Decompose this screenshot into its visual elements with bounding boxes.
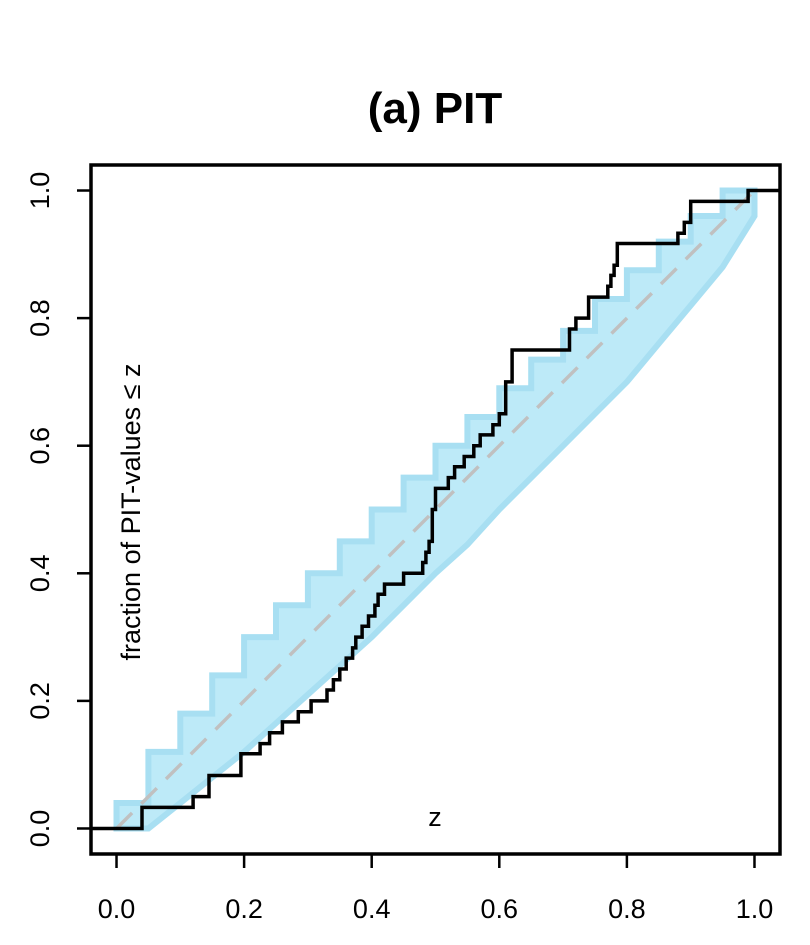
y-tick-label: 0.6 bbox=[25, 427, 55, 465]
x-tick-label: 0.4 bbox=[353, 894, 391, 924]
y-tick-label: 0.8 bbox=[25, 299, 55, 337]
y-axis: 0.0 0.2 0.4 0.6 0.8 1.0 bbox=[25, 172, 91, 848]
reference-diagonal bbox=[115, 189, 756, 830]
chart-title: (a) PIT bbox=[368, 84, 503, 133]
y-axis-label: fraction of PIT-values ≤ z bbox=[116, 364, 146, 661]
plot-frame bbox=[89, 163, 782, 856]
y-tick-label: 0.4 bbox=[25, 555, 55, 593]
x-tick-label: 0.2 bbox=[225, 894, 263, 924]
x-tick-label: 0.6 bbox=[481, 894, 519, 924]
plot-area bbox=[91, 187, 780, 832]
pit-ecdf-line bbox=[91, 188, 780, 831]
x-tick-label: 0.8 bbox=[608, 894, 646, 924]
y-tick-label: 0.0 bbox=[25, 810, 55, 848]
y-tick-label: 1.0 bbox=[25, 172, 55, 210]
x-axis-label: z bbox=[428, 802, 442, 832]
y-tick-label: 0.2 bbox=[25, 682, 55, 720]
x-axis: 0.0 0.2 0.4 0.6 0.8 1.0 bbox=[98, 854, 774, 924]
x-tick-label: 1.0 bbox=[736, 894, 774, 924]
x-tick-label: 0.0 bbox=[98, 894, 136, 924]
